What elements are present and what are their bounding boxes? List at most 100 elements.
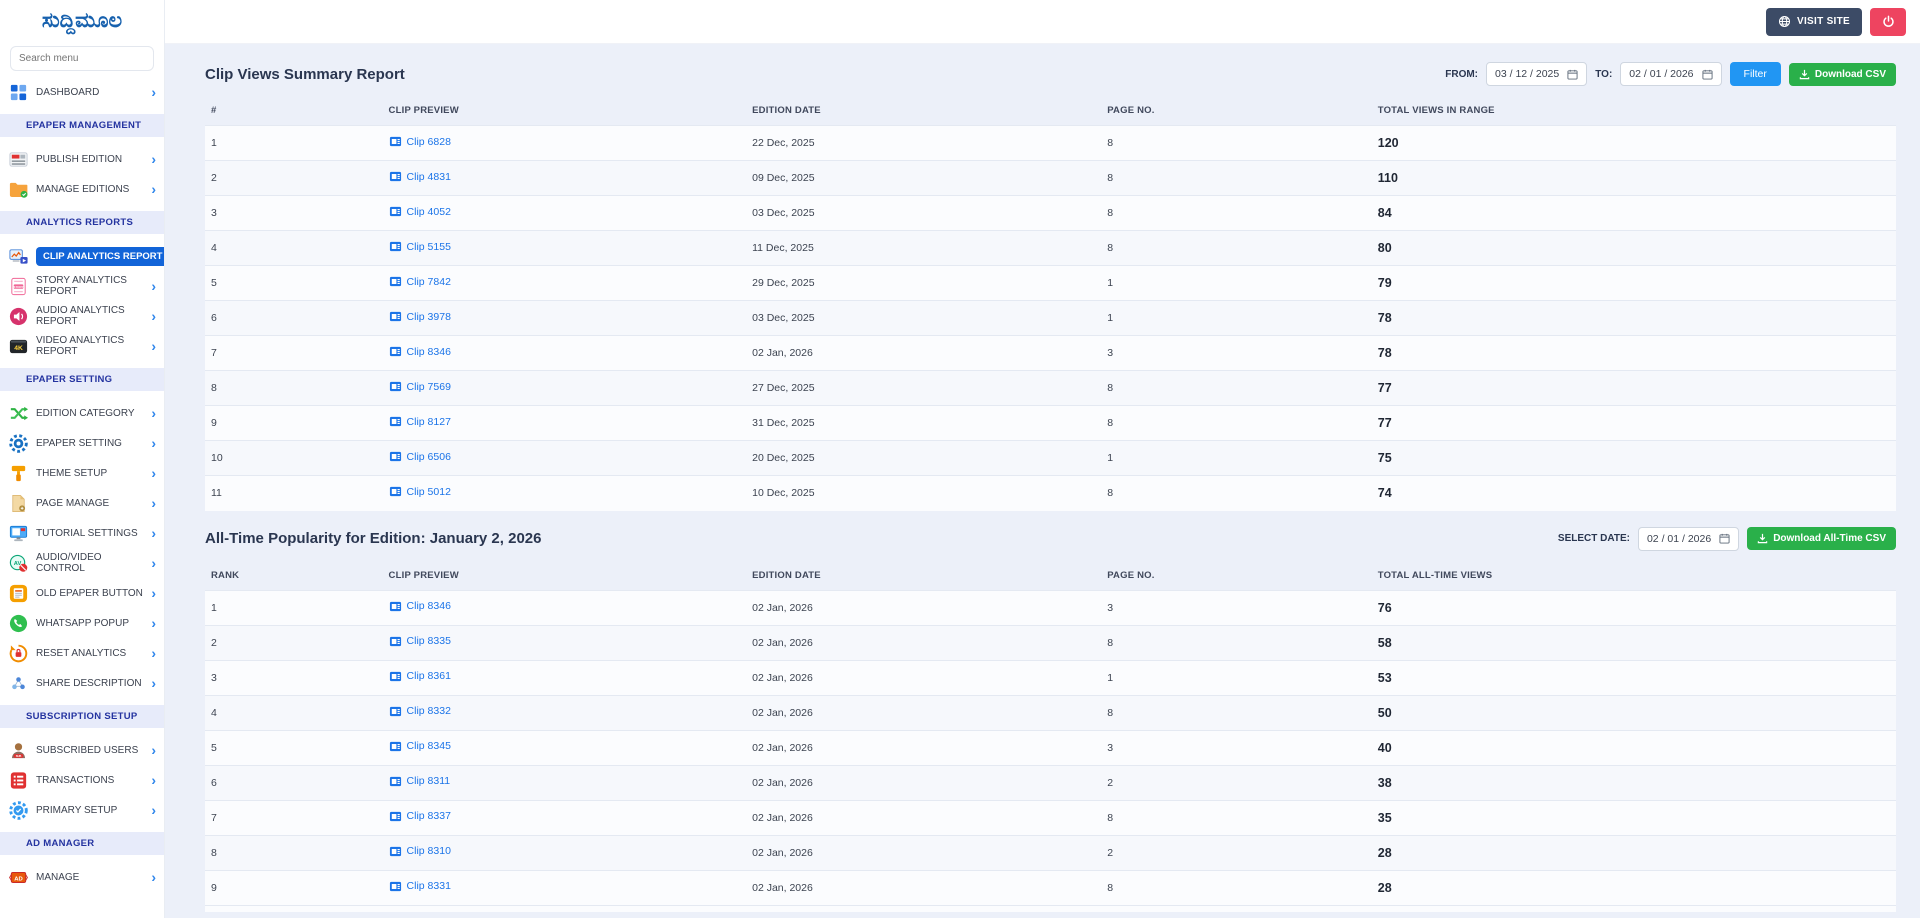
column-header: CLIP PREVIEW xyxy=(388,569,459,581)
clip-link[interactable]: Clip 8311 xyxy=(389,775,450,788)
sidebar-item-epaper-setting[interactable]: EPAPER SETTING › xyxy=(0,428,164,458)
clip-link-label: Clip 3978 xyxy=(406,310,451,323)
column-header: EDITION DATE xyxy=(752,569,821,581)
chevron-right-icon: › xyxy=(151,802,156,818)
sidebar-item-primary-setup[interactable]: PRIMARY SETUP › xyxy=(0,795,164,825)
calendar-icon xyxy=(1701,69,1713,80)
reset-analytics-icon xyxy=(8,643,29,664)
clip-link[interactable]: Clip 8345 xyxy=(389,740,451,753)
chevron-right-icon: › xyxy=(151,615,156,631)
alltime-popularity-table: RANK CLIP PREVIEW EDITION DATE PAGE NO. TOTA… xyxy=(205,561,1896,905)
clip-link-label: Clip 4052 xyxy=(406,205,451,218)
sidebar-item-theme-setup[interactable]: THEME SETUP › xyxy=(0,458,164,488)
sidebar-item-label: AUDIO ANALYTICS REPORT xyxy=(36,305,125,327)
table-row: 4 Clip 8332 02 Jan, 2026 8 50 xyxy=(205,694,1896,730)
sidebar-item-page-manage[interactable]: PAGE MANAGE › xyxy=(0,488,164,518)
table-row: 1 Clip 6828 22 Dec, 2025 8 120 xyxy=(205,125,1896,161)
table-row: 7 Clip 8337 02 Jan, 2026 8 35 xyxy=(205,799,1896,835)
clip-link[interactable]: Clip 8346 xyxy=(389,345,451,358)
sidebar-item-reset-analytics[interactable]: RESET ANALYTICS › xyxy=(0,638,164,668)
clip-link-label: Clip 4831 xyxy=(406,170,451,183)
clip-link[interactable]: Clip 6828 xyxy=(389,135,451,148)
sidebar-item-video-analytics-report[interactable]: 4K VIDEO ANALYTICS REPORT › xyxy=(0,331,164,361)
sidebar-item-old-epaper-button[interactable]: OLD EPAPER BUTTON › xyxy=(0,578,164,608)
clip-link[interactable]: Clip 7842 xyxy=(389,275,451,288)
select-date-input[interactable]: 02 / 01 / 2026 xyxy=(1637,526,1740,551)
sidebar-item-tutorial-settings[interactable]: TUTORIAL SETTINGS › xyxy=(0,518,164,548)
column-header: CLIP PREVIEW xyxy=(388,105,459,116)
logout-power-button[interactable] xyxy=(1870,7,1906,36)
clip-preview-icon xyxy=(389,880,402,893)
cell-views: 77 xyxy=(1371,405,1896,441)
from-date-input[interactable]: 03 / 12 / 2025 xyxy=(1486,62,1588,86)
cell-num: 3 xyxy=(205,659,383,695)
chevron-right-icon: › xyxy=(151,151,156,167)
clip-link[interactable]: Clip 5155 xyxy=(389,240,451,253)
cell-clip: Clip 8346 xyxy=(382,589,747,625)
column-header: TOTAL ALL-TIME VIEWS xyxy=(1377,569,1493,581)
cell-views: 84 xyxy=(1371,195,1896,231)
sidebar-item-share-description[interactable]: SHARE DESCRIPTION › xyxy=(0,668,164,698)
clip-link-label: Clip 8310 xyxy=(406,845,451,857)
filter-button[interactable]: Filter xyxy=(1729,62,1781,86)
cell-date: 02 Jan, 2026 xyxy=(746,694,1102,730)
share-description-icon xyxy=(8,673,29,694)
sidebar-item-manage[interactable]: AD MANAGE › xyxy=(0,862,164,892)
clip-link[interactable]: Clip 8331 xyxy=(389,880,451,893)
sidebar-item-dashboard[interactable]: DASHBOARD › xyxy=(0,77,164,107)
cell-clip: Clip 8345 xyxy=(382,729,747,765)
sidebar-item-clip-analytics-report[interactable]: CLIP ANALYTICS REPORT› xyxy=(0,241,164,271)
clip-link[interactable]: Clip 6506 xyxy=(389,450,451,463)
transactions-icon xyxy=(8,770,29,791)
cell-page: 8 xyxy=(1101,475,1372,511)
chevron-right-icon: › xyxy=(151,742,156,758)
cell-date: 02 Jan, 2026 xyxy=(746,589,1102,625)
clip-link[interactable]: Clip 5012 xyxy=(389,485,451,498)
download-csv-button[interactable]: Download CSV xyxy=(1788,62,1896,86)
sidebar-item-manage-editions[interactable]: MANAGE EDITIONS › xyxy=(0,174,164,204)
sidebar-item-audio-analytics-report[interactable]: AUDIO ANALYTICS REPORT › xyxy=(0,301,164,331)
clip-link[interactable]: Clip 8337 xyxy=(389,810,451,823)
cell-num: 4 xyxy=(205,694,383,730)
sidebar-item-transactions[interactable]: TRANSACTIONS › xyxy=(0,765,164,795)
clip-link-label: Clip 8361 xyxy=(406,670,451,682)
cell-page: 1 xyxy=(1101,265,1372,301)
clip-link[interactable]: Clip 8310 xyxy=(389,845,451,858)
clip-link[interactable]: Clip 4052 xyxy=(389,205,451,218)
clip-link-label: Clip 8337 xyxy=(406,810,451,822)
cell-clip: Clip 8337 xyxy=(382,799,747,835)
download-alltime-csv-button[interactable]: Download All-Time CSV xyxy=(1747,527,1896,550)
visit-site-button[interactable]: VISIT SITE xyxy=(1765,7,1862,36)
sidebar-item-story-analytics-report[interactable]: STORY STORY ANALYTICS REPORT › xyxy=(0,271,164,301)
clip-link-label: Clip 8345 xyxy=(406,740,451,752)
cell-num: 6 xyxy=(205,300,383,336)
clip-link[interactable]: Clip 8346 xyxy=(389,600,451,613)
clip-link[interactable]: Clip 8361 xyxy=(389,670,451,683)
cell-page: 2 xyxy=(1101,764,1372,800)
clip-link[interactable]: Clip 7569 xyxy=(389,380,451,393)
clip-preview-icon xyxy=(389,415,402,428)
sidebar-item-audio-video-control[interactable]: AV AUDIO/VIDEO CONTROL › xyxy=(0,548,164,578)
clip-preview-icon xyxy=(389,450,402,463)
to-date-input[interactable]: 02 / 01 / 2026 xyxy=(1620,62,1722,86)
table-row: 8 Clip 8310 02 Jan, 2026 2 28 xyxy=(205,834,1896,870)
sidebar-item-publish-edition[interactable]: PUBLISH EDITION › xyxy=(0,144,164,174)
manage-ad-icon: AD xyxy=(8,867,29,888)
clip-views-table: # CLIP PREVIEW EDITION DATE PAGE NO. TOTAL V… xyxy=(205,96,1896,511)
to-date-value: 02 / 01 / 2026 xyxy=(1629,68,1694,80)
video-analytics-icon: 4K xyxy=(8,336,29,357)
sidebar-item-whatsapp-popup[interactable]: WHATSAPP POPUP › xyxy=(0,608,164,638)
clip-link[interactable]: Clip 8335 xyxy=(389,635,451,648)
clip-link[interactable]: Clip 3978 xyxy=(389,310,451,323)
sidebar-item-edition-category[interactable]: EDITION CATEGORY › xyxy=(0,398,164,428)
sidebar-item-label: RESET ANALYTICS xyxy=(36,647,127,659)
clip-link[interactable]: Clip 8332 xyxy=(389,705,451,718)
sidebar-item-subscribed-users[interactable]: SUB SUBSCRIBED USERS › xyxy=(0,735,164,765)
clip-link[interactable]: Clip 4831 xyxy=(389,170,451,183)
cell-date: 03 Dec, 2025 xyxy=(746,195,1102,231)
clip-link[interactable]: Clip 8127 xyxy=(389,415,451,428)
cell-date: 31 Dec, 2025 xyxy=(746,405,1102,441)
svg-text:4K: 4K xyxy=(14,344,23,351)
cell-views: 28 xyxy=(1371,869,1896,905)
sidebar-search-input[interactable] xyxy=(10,46,154,71)
